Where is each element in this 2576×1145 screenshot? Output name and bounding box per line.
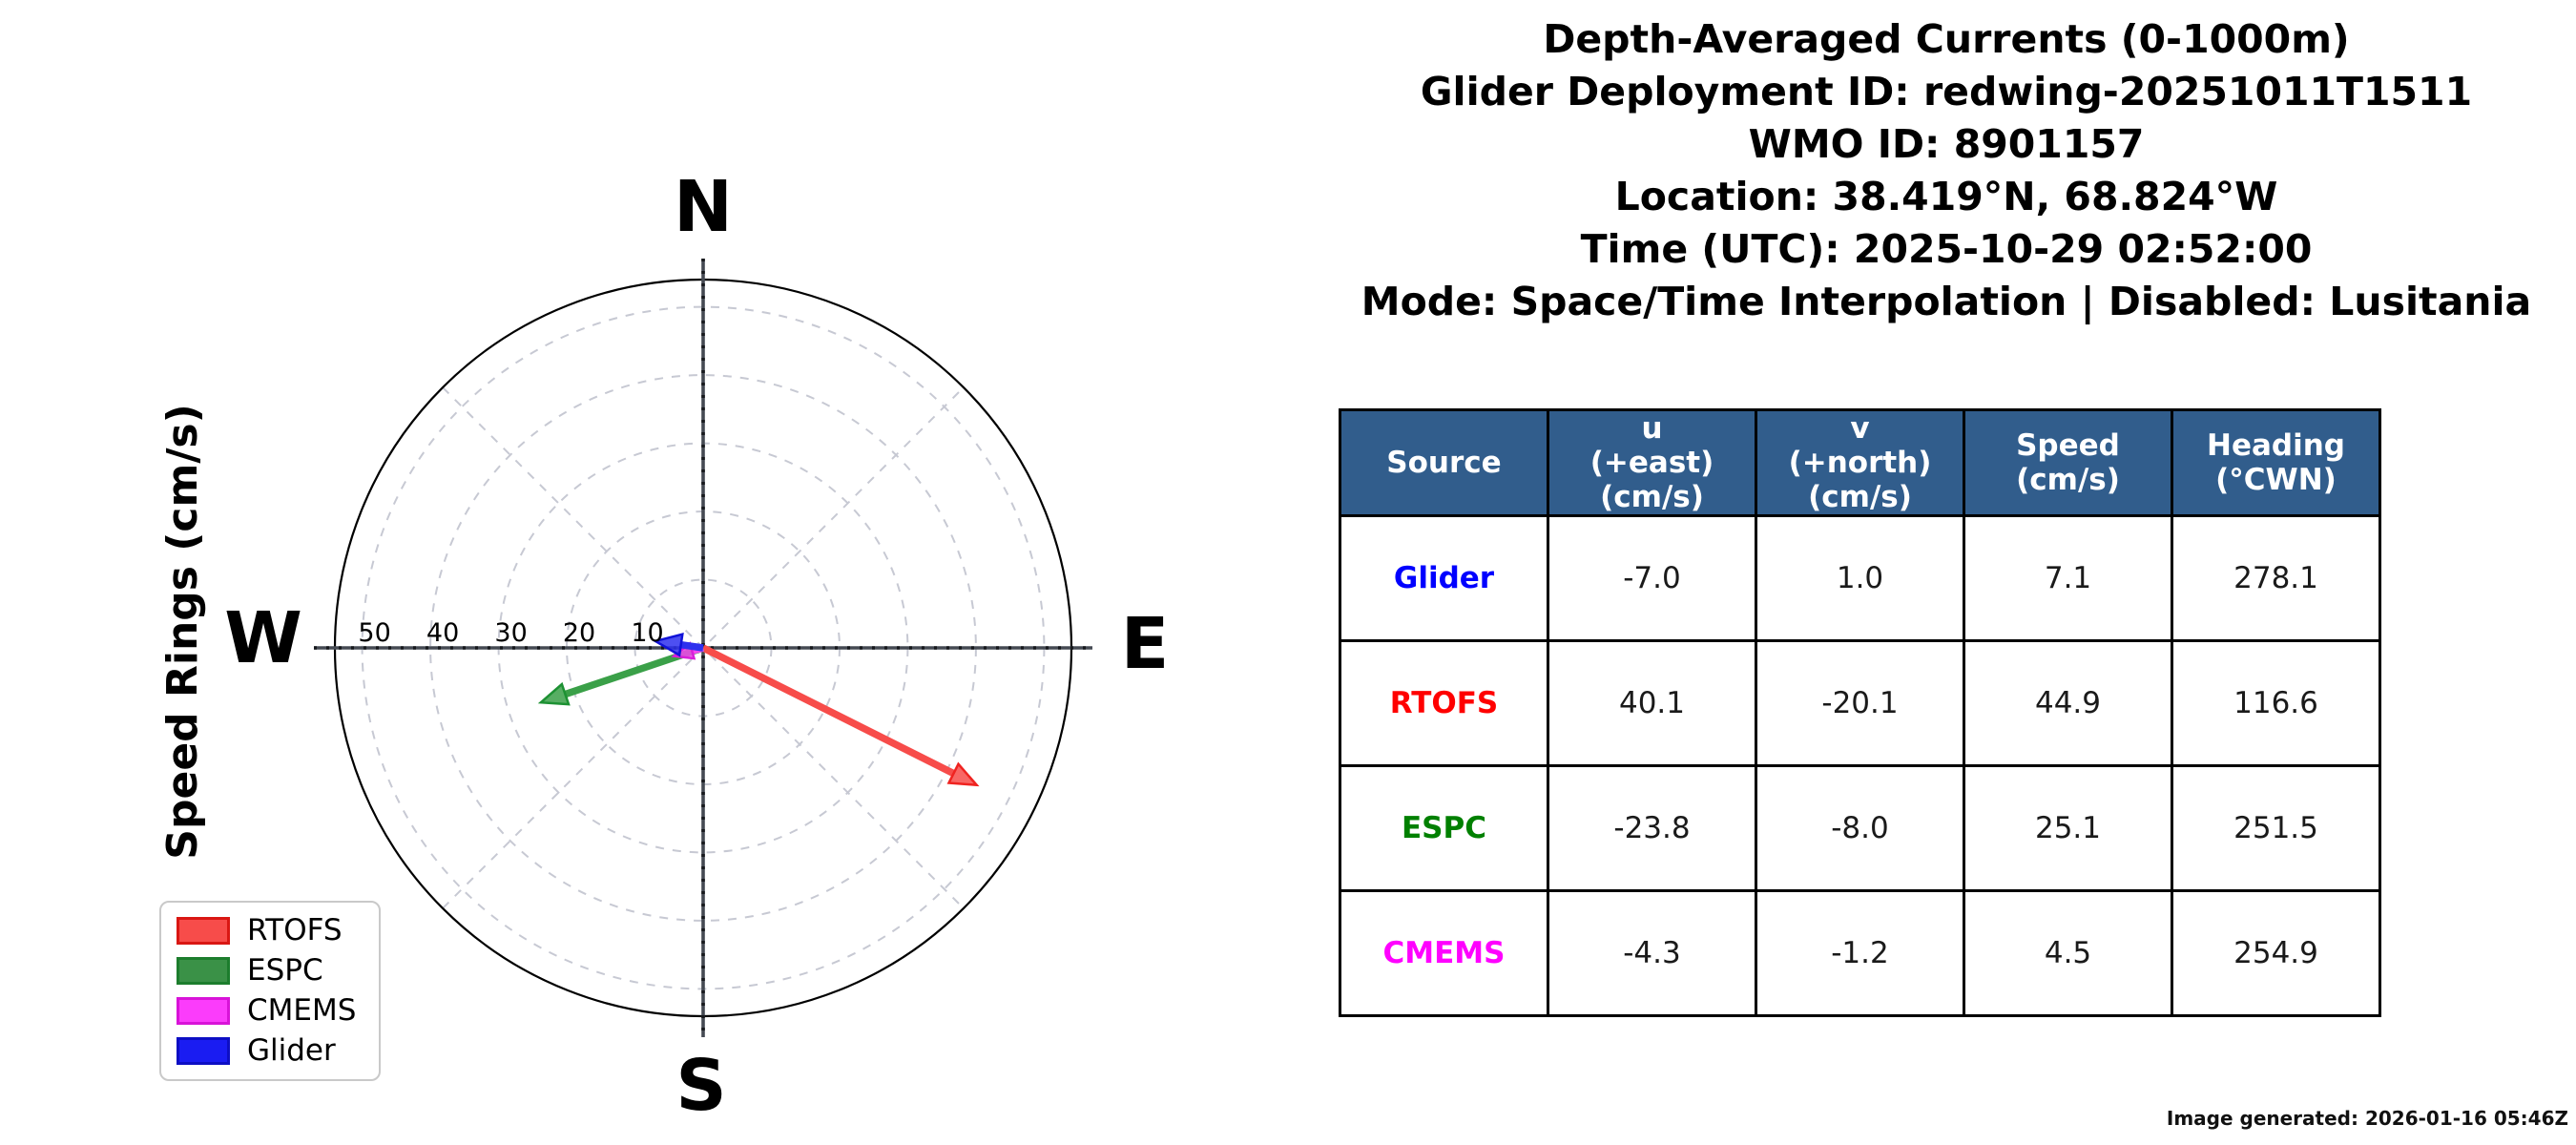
heading-cell: 278.1 (2171, 514, 2381, 642)
u-cell: -23.8 (1547, 764, 1757, 892)
column-header: Speed (cm/s) (1963, 408, 2173, 517)
compass-south-label: S (675, 1045, 726, 1127)
v-cell: -8.0 (1755, 764, 1965, 892)
compass-west-label: W (224, 597, 302, 679)
compass-east-label: E (1121, 603, 1170, 685)
speed-ring-tick-labels: 10 20 30 40 50 (358, 618, 663, 648)
legend-swatch-rtofs (177, 917, 230, 945)
current-vector-arrows (537, 633, 980, 787)
speed-cell: 4.5 (1963, 889, 2173, 1017)
source-cell: RTOFS (1339, 639, 1549, 767)
table-row-cmems: CMEMS -4.3 -1.2 4.5 254.9 (1339, 889, 2381, 1017)
heading-cell: 116.6 (2171, 639, 2381, 767)
time-line: Time (UTC): 2025-10-29 02:52:00 (1580, 226, 2313, 272)
legend-label: ESPC (247, 953, 323, 988)
vector-arrow-glider (652, 633, 704, 657)
legend-label: Glider (247, 1033, 336, 1068)
legend-item-glider: Glider (177, 1036, 356, 1066)
wmo-id-line: WMO ID: 8901157 (1748, 121, 2145, 167)
legend-label: CMEMS (247, 993, 357, 1028)
legend-item-cmems: CMEMS (177, 996, 356, 1026)
title-block: Depth-Averaged Currents (0-1000m) Glider… (1321, 13, 2571, 328)
ring-tick-label-50: 50 (358, 618, 390, 648)
u-cell: 40.1 (1547, 639, 1757, 767)
plot-title: Depth-Averaged Currents (0-1000m) (1543, 16, 2350, 62)
column-header: Heading (°CWN) (2171, 408, 2381, 517)
generated-timestamp: Image generated: 2026-01-16 05:46Z (2166, 1107, 2568, 1130)
ring-tick-label-40: 40 (426, 618, 459, 648)
u-cell: -4.3 (1547, 889, 1757, 1017)
table-row-espc: ESPC -23.8 -8.0 25.1 251.5 (1339, 764, 2381, 892)
legend-item-rtofs: RTOFS (177, 916, 356, 946)
source-cell: ESPC (1339, 764, 1549, 892)
compass-north-label: N (674, 166, 733, 248)
speed-cell: 44.9 (1963, 639, 2173, 767)
column-header: v (+north) (cm/s) (1755, 408, 1965, 517)
column-header: u (+east) (cm/s) (1547, 408, 1757, 517)
table-row-rtofs: RTOFS 40.1 -20.1 44.9 116.6 (1339, 639, 2381, 767)
ring-tick-label-30: 30 (494, 618, 527, 648)
mode-line: Mode: Space/Time Interpolation | Disable… (1361, 279, 2532, 324)
u-cell: -7.0 (1547, 514, 1757, 642)
vector-arrow-rtofs (701, 644, 980, 787)
legend-swatch-cmems (177, 997, 230, 1025)
column-header: Source (1339, 408, 1549, 517)
legend-swatch-glider (177, 1037, 230, 1065)
heading-cell: 254.9 (2171, 889, 2381, 1017)
deployment-id-line: Glider Deployment ID: redwing-20251011T1… (1420, 69, 2473, 114)
table-row-glider: Glider -7.0 1.0 7.1 278.1 (1339, 514, 2381, 642)
v-cell: -20.1 (1755, 639, 1965, 767)
source-cell: Glider (1339, 514, 1549, 642)
speed-cell: 7.1 (1963, 514, 2173, 642)
plot-legend: RTOFS ESPC CMEMS Glider (159, 901, 382, 1081)
radial-axis-title: Speed Rings (cm/s) (158, 404, 207, 859)
heading-cell: 251.5 (2171, 764, 2381, 892)
v-cell: 1.0 (1755, 514, 1965, 642)
legend-label: RTOFS (247, 913, 343, 947)
ring-tick-label-10: 10 (631, 618, 663, 648)
location-line: Location: 38.419°N, 68.824°W (1614, 174, 2278, 219)
ring-tick-label-20: 20 (563, 618, 595, 648)
legend-swatch-espc (177, 957, 230, 985)
current-rose-plot: 10 20 30 40 50 N S E W Speed Rings (cm/s) (158, 166, 1170, 1127)
source-cell: CMEMS (1339, 889, 1549, 1017)
table-header-row: Source u (+east) (cm/s) v (+north) (cm/s) S… (1339, 408, 2381, 517)
currents-data-table: Source u (+east) (cm/s) v (+north) (cm/s) S… (1339, 408, 2381, 1017)
speed-cell: 25.1 (1963, 764, 2173, 892)
v-cell: -1.2 (1755, 889, 1965, 1017)
legend-item-espc: ESPC (177, 956, 356, 986)
